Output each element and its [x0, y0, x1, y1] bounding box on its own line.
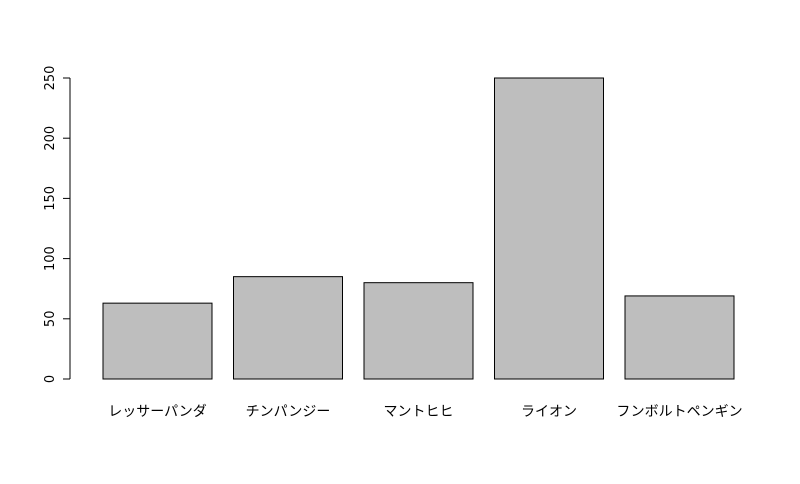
x-tick-label: マントヒヒ: [384, 404, 454, 420]
y-tick-label: 200: [43, 126, 58, 151]
x-tick-label: レッサーパンダ: [108, 404, 207, 420]
y-tick-label: 150: [43, 186, 58, 211]
x-tick-label: ライオン: [521, 404, 577, 420]
y-tick-label: 100: [43, 246, 58, 271]
y-axis: 0 50 100 150 200 250: [43, 66, 71, 383]
bar: [102, 302, 213, 380]
y-tick-label: 50: [43, 311, 58, 328]
x-tick-label: フンボルトペンギン: [616, 404, 742, 420]
x-axis-labels: レッサーパンダ チンパンジー マントヒヒ ライオン フンボルトペンギン: [108, 404, 742, 420]
bar: [494, 77, 604, 380]
x-tick-label: チンパンジー: [246, 404, 331, 420]
bar: [233, 276, 343, 380]
bars-group: [102, 77, 735, 380]
y-tick-label: 0: [43, 375, 58, 383]
bar: [624, 295, 735, 380]
y-tick-label: 250: [43, 66, 58, 91]
bar: [363, 282, 474, 380]
